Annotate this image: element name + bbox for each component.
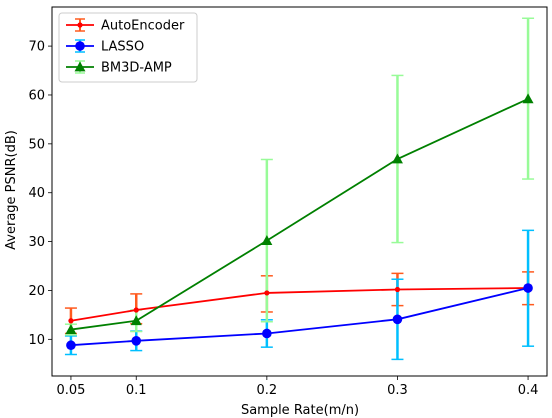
legend-entry: AutoEncoder (66, 18, 185, 34)
x-tick-label: 0.4 (518, 383, 539, 398)
lasso-point (131, 336, 142, 346)
legend-entry: LASSO (66, 39, 144, 55)
y-tick-label: 40 (28, 186, 45, 201)
legend: AutoEncoder LASSO BM3D-AMP (58, 12, 198, 83)
bm3d-amp-point (391, 153, 403, 164)
plot-frame (51, 6, 548, 377)
axes: 0.05 0.1 0.2 0.3 0.4 10 20 30 40 50 60 70 (28, 6, 548, 398)
bm3d-amp-point (65, 324, 77, 334)
autoencoder-point (264, 290, 270, 296)
legend-entry: BM3D-AMP (66, 60, 172, 76)
autoencoder-legend-marker (77, 22, 83, 28)
bm3d-amp-legend-marker (74, 61, 86, 72)
lasso-legend-marker (75, 41, 85, 51)
y-tick-label: 70 (28, 40, 45, 55)
y-tick-label: 10 (28, 333, 45, 348)
lasso-line (70, 287, 529, 347)
lasso-legend-label: LASSO (101, 40, 144, 55)
bm3d-amp-point (522, 93, 534, 104)
lasso-point (523, 283, 533, 293)
y-tick-label: 60 (28, 88, 45, 103)
lasso-point (392, 314, 403, 325)
autoencoder-point (133, 307, 139, 313)
plot-area (64, 17, 535, 361)
y-tick-label: 50 (28, 137, 45, 152)
bm3d-amp-line (70, 98, 529, 331)
bm3d-amp-point (261, 235, 273, 246)
x-tick-label: 0.05 (56, 383, 85, 398)
x-tick-label: 0.2 (257, 383, 278, 398)
x-tick-label: 0.3 (387, 383, 408, 398)
legend-box (58, 12, 198, 83)
autoencoder-point (394, 286, 401, 293)
y-tick-label: 30 (28, 235, 45, 250)
x-tick-label: 0.1 (126, 383, 147, 398)
y-tick-label: 20 (28, 284, 45, 299)
bm3d-amp-legend-label: BM3D-AMP (101, 61, 172, 76)
autoencoder-legend-label: AutoEncoder (101, 19, 185, 34)
y-axis-label: Average PSNR(dB) (4, 130, 19, 250)
lasso-point (262, 328, 272, 339)
autoencoder-point (68, 318, 74, 324)
x-axis-label: Sample Rate(m/n) (241, 403, 359, 418)
bm3d-amp-point (130, 315, 142, 326)
lasso-point (66, 340, 76, 351)
